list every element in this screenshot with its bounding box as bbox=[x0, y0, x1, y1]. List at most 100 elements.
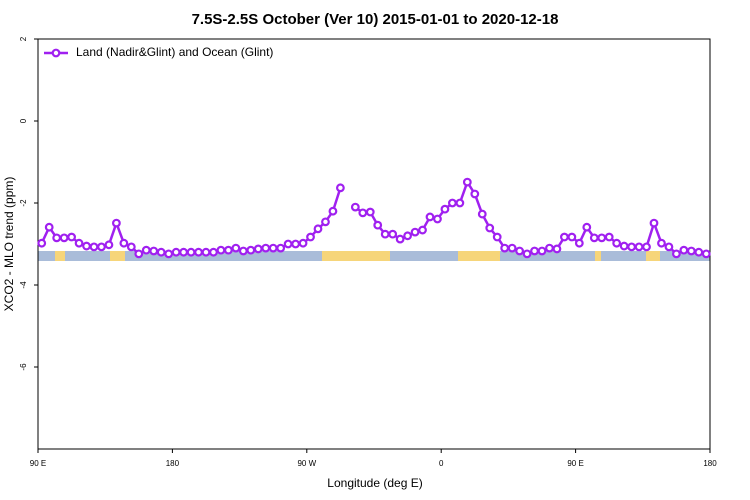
land-strip bbox=[595, 251, 601, 261]
data-point bbox=[574, 238, 584, 248]
data-point bbox=[231, 243, 241, 253]
data-point bbox=[74, 238, 84, 248]
data-point bbox=[627, 242, 636, 252]
data-point bbox=[321, 217, 330, 227]
data-point bbox=[448, 198, 457, 208]
data-point bbox=[433, 214, 442, 224]
data-point bbox=[530, 246, 539, 256]
data-point bbox=[672, 249, 681, 259]
data-point bbox=[283, 239, 293, 249]
data-point bbox=[686, 246, 696, 256]
data-point bbox=[313, 224, 323, 234]
data-point bbox=[560, 232, 569, 242]
data-point bbox=[597, 233, 607, 243]
data-point bbox=[604, 232, 614, 242]
data-point bbox=[492, 232, 502, 242]
data-point bbox=[470, 189, 480, 199]
x-axis-label: Longitude (deg E) bbox=[327, 476, 422, 490]
data-point bbox=[537, 246, 547, 256]
data-point bbox=[500, 243, 510, 253]
data-point bbox=[418, 225, 427, 235]
data-point bbox=[246, 245, 256, 255]
data-point bbox=[194, 247, 203, 257]
land-ocean-strip bbox=[38, 251, 710, 261]
data-point bbox=[119, 238, 129, 248]
data-point bbox=[306, 232, 315, 242]
data-point bbox=[59, 233, 69, 243]
data-point bbox=[477, 209, 487, 219]
data-point bbox=[589, 233, 599, 243]
data-point bbox=[657, 238, 666, 248]
data-point bbox=[649, 218, 659, 228]
data-point bbox=[186, 247, 196, 257]
x-tick-label: 0 bbox=[439, 459, 444, 468]
data-point bbox=[582, 222, 592, 232]
data-point bbox=[455, 198, 465, 208]
data-point bbox=[380, 229, 390, 239]
data-point bbox=[89, 242, 99, 252]
y-axis-label: XCO2 - MLO trend (ppm) bbox=[2, 177, 16, 312]
land-strip bbox=[110, 251, 125, 261]
data-point bbox=[350, 202, 360, 212]
data-point bbox=[223, 245, 233, 255]
y-tick-label: -4 bbox=[19, 281, 28, 289]
data-point bbox=[268, 243, 278, 253]
y-tick-label: -2 bbox=[19, 199, 28, 207]
series-line bbox=[354, 179, 707, 256]
legend-label: Land (Nadir&Glint) and Ocean (Glint) bbox=[76, 45, 273, 59]
data-point bbox=[425, 212, 435, 222]
data-point bbox=[679, 245, 689, 255]
data-point bbox=[149, 246, 159, 256]
data-point bbox=[545, 243, 554, 253]
x-tick-label: 90 E bbox=[30, 459, 46, 468]
data-point bbox=[485, 223, 495, 233]
legend-marker bbox=[51, 48, 61, 58]
data-point bbox=[201, 247, 211, 257]
data-point bbox=[134, 249, 144, 259]
data-point bbox=[179, 247, 189, 257]
y-tick-label: 2 bbox=[19, 36, 28, 41]
data-point bbox=[126, 242, 136, 252]
land-strip bbox=[55, 251, 65, 261]
data-point bbox=[216, 245, 226, 255]
plot-frame bbox=[37, 38, 711, 450]
data-point bbox=[358, 208, 368, 218]
data-point bbox=[291, 239, 301, 249]
data-point bbox=[701, 249, 711, 259]
data-point bbox=[209, 247, 218, 257]
data-point bbox=[612, 238, 622, 248]
data-point bbox=[642, 242, 651, 252]
data-point bbox=[37, 238, 47, 248]
data-point bbox=[440, 204, 450, 214]
land-strip bbox=[458, 251, 500, 261]
data-point bbox=[156, 247, 166, 257]
data-point bbox=[522, 249, 532, 259]
y-tick-label: 0 bbox=[19, 118, 28, 123]
data-point bbox=[388, 229, 398, 239]
data-point bbox=[634, 242, 644, 252]
data-point bbox=[515, 246, 524, 256]
data-point bbox=[403, 231, 413, 241]
data-point bbox=[373, 220, 383, 230]
data-point bbox=[67, 232, 76, 242]
data-point bbox=[238, 246, 248, 256]
data-point bbox=[276, 243, 286, 253]
x-tick-label: 180 bbox=[166, 459, 180, 468]
chart-title: 7.5S-2.5S October (Ver 10) 2015-01-01 to… bbox=[192, 11, 559, 28]
data-point bbox=[44, 222, 54, 232]
data-point bbox=[619, 241, 629, 251]
data-point bbox=[410, 227, 420, 237]
data-point bbox=[253, 244, 263, 254]
data-point bbox=[171, 247, 181, 257]
data-point bbox=[261, 243, 271, 253]
data-point bbox=[97, 242, 106, 252]
x-tick-label: 180 bbox=[703, 459, 717, 468]
y-tick-label: -6 bbox=[19, 363, 28, 371]
data-point bbox=[462, 177, 472, 187]
data-point bbox=[552, 244, 562, 254]
data-point bbox=[82, 241, 91, 251]
data-point bbox=[164, 249, 174, 259]
x-tick-label: 90 W bbox=[297, 459, 316, 468]
